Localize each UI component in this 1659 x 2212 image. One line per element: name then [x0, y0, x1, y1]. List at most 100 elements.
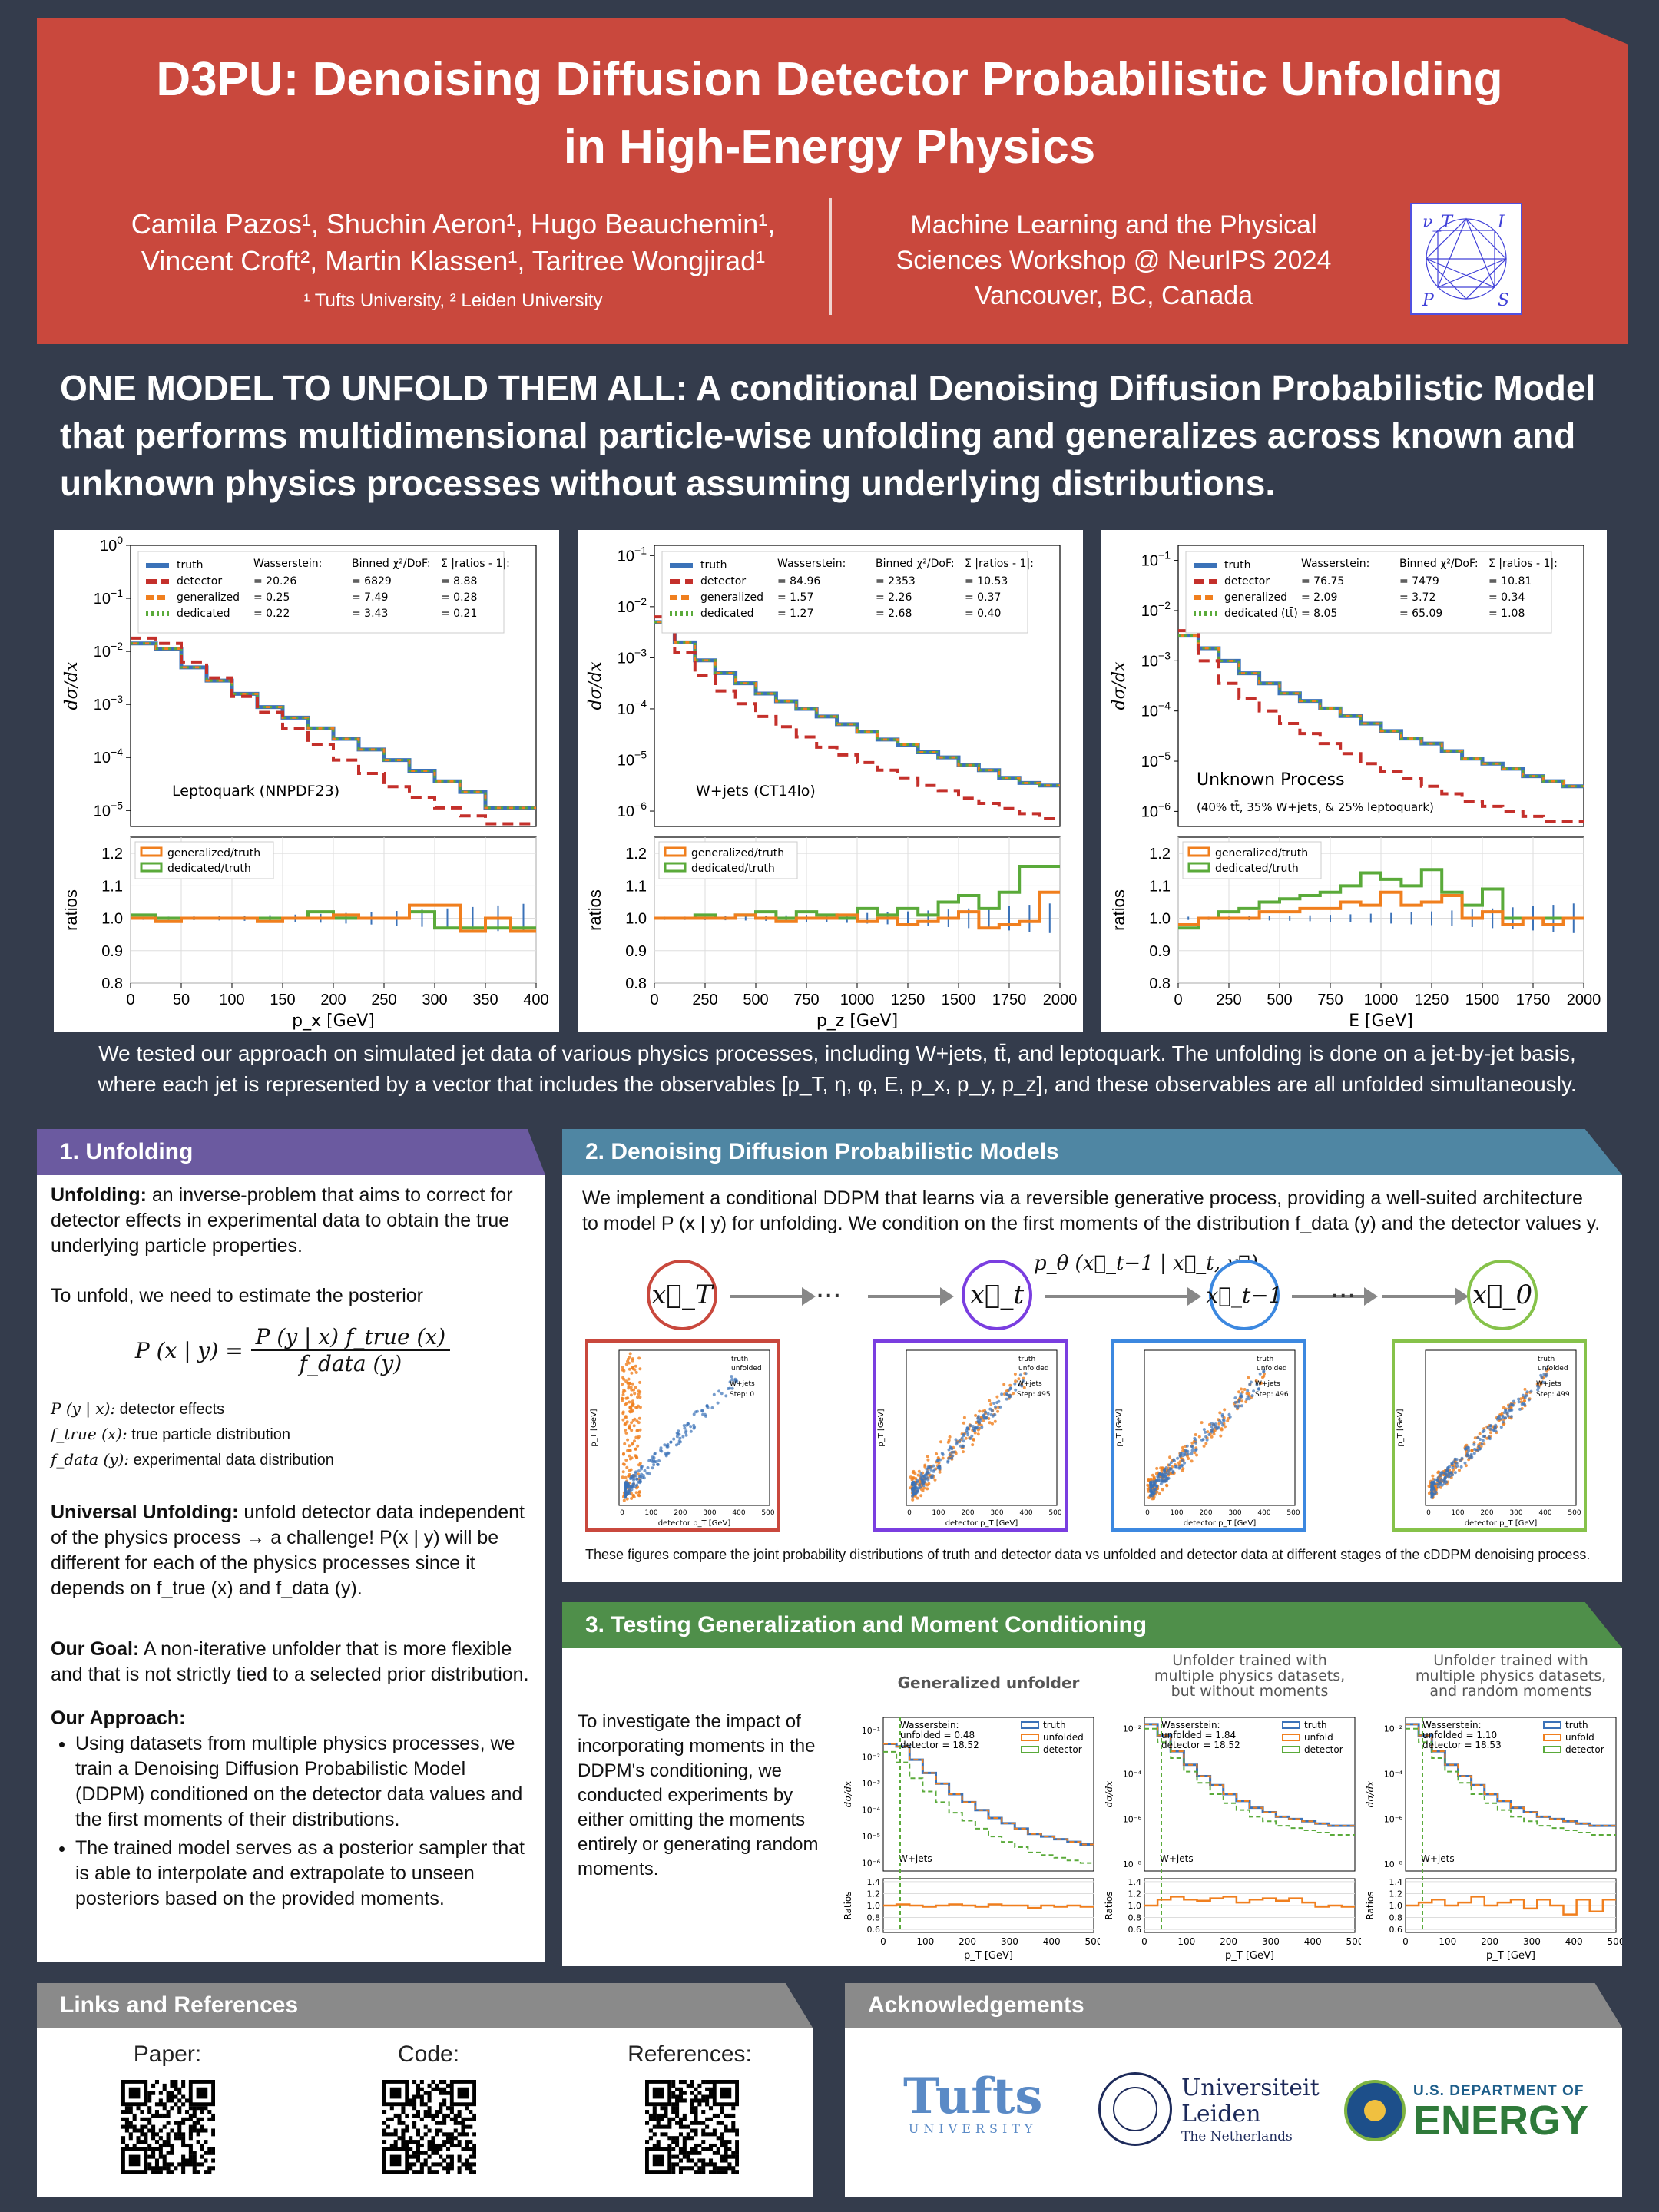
truth-point — [631, 1474, 635, 1478]
ratio-y-tick-label: 1.1 — [625, 878, 647, 895]
ddpm-figure-caption: These figures compare the joint probabil… — [585, 1547, 1591, 1562]
unfolded-point — [1219, 1434, 1223, 1438]
y-tick-label: 10−5 — [94, 799, 123, 820]
truth-point — [692, 1412, 696, 1416]
legend-label: truth — [1043, 1720, 1066, 1730]
truth-point — [1451, 1465, 1455, 1469]
unfolded-point — [1240, 1390, 1244, 1394]
caption-line-2: where each jet is represented by a vecto… — [98, 1072, 1577, 1096]
legend-label: unfolded — [1043, 1732, 1084, 1743]
truth-point — [1167, 1463, 1171, 1467]
truth-point — [1542, 1373, 1546, 1376]
logo-letter: P — [1422, 291, 1435, 310]
truth-point — [1164, 1471, 1167, 1475]
process-label: W+jets — [1160, 1853, 1194, 1864]
scatter-x-tick: 400 — [1538, 1509, 1551, 1517]
y-axis-label: dσ/dx — [1104, 1781, 1114, 1808]
paper-qr-code[interactable] — [121, 2080, 215, 2174]
chain-arrow — [1292, 1287, 1378, 1306]
truth-point — [984, 1416, 988, 1420]
generalized-histogram — [1178, 634, 1584, 788]
scatter-step: Step: 495 — [1017, 1391, 1051, 1399]
truth-point — [1233, 1396, 1237, 1400]
paper-label: Paper: — [133, 2041, 202, 2067]
venue-line-2: Sciences Workshop @ NeurIPS 2024 — [896, 246, 1332, 275]
unfolded-point — [635, 1419, 639, 1423]
our-goal: Our Goal: A non-iterative unfolder that … — [51, 1638, 529, 1685]
unfolded-point — [631, 1382, 634, 1386]
sec1-title: 1. Unfolding — [60, 1139, 194, 1164]
dedicated-histogram — [1178, 634, 1584, 788]
truth-point — [927, 1465, 931, 1469]
subplot-title: multiple physics datasets, — [1154, 1667, 1345, 1684]
y-axis-label: dσ/dx — [843, 1781, 853, 1808]
affiliations: ¹ Tufts University, ² Leiden University — [303, 290, 603, 311]
truth-point — [1191, 1445, 1195, 1449]
truth-point — [1156, 1475, 1160, 1479]
truth-point — [704, 1414, 707, 1418]
x-tick-label: 0 — [1141, 1936, 1147, 1947]
truth-point — [1155, 1484, 1159, 1488]
y-tick-label: 10⁻⁶ — [862, 1859, 881, 1869]
legend-ratio-sum: = 0.40 — [965, 608, 1001, 620]
code-qr-code[interactable] — [382, 2080, 476, 2174]
list-item: Using datasets from multiple physics pro… — [75, 1731, 535, 1833]
truth-point — [728, 1380, 732, 1384]
unfolded-point — [627, 1474, 631, 1478]
legend-label: detector — [177, 575, 222, 588]
truth-point — [1498, 1417, 1502, 1421]
detector-histogram — [883, 1750, 1094, 1864]
y-tick-label: 10−3 — [94, 693, 123, 714]
y-tick-label: 10⁻² — [1123, 1724, 1141, 1734]
ratio-y-tick-label: 1.2 — [625, 846, 647, 863]
scatter-legend-unfolded: unfolded — [1018, 1365, 1049, 1373]
truth-point — [730, 1375, 733, 1379]
unfolded-point — [919, 1494, 923, 1498]
legend-header: Binned χ²/DoF: — [352, 558, 431, 570]
truth-point — [663, 1443, 667, 1447]
unfolded-point — [1224, 1425, 1227, 1429]
ack-title: Acknowledgements — [868, 1992, 1084, 2018]
x-tick-label: 500 — [1085, 1936, 1100, 1947]
truth-point — [1020, 1384, 1024, 1388]
truth-point — [1504, 1416, 1507, 1420]
truth-point — [998, 1405, 1002, 1409]
legend-swatch — [1021, 1721, 1039, 1729]
truth-point — [1469, 1454, 1473, 1458]
x-tick-label: 1500 — [942, 992, 976, 1008]
dedicated-ratio — [1178, 868, 1584, 930]
truth-point — [1477, 1445, 1481, 1449]
process-label: W+jets — [899, 1853, 932, 1864]
venue-line-3: Vancouver, BC, Canada — [974, 281, 1253, 310]
truth-point — [678, 1436, 682, 1440]
tagline: ONE MODEL TO UNFOLD THEM ALL: A conditio… — [60, 368, 1596, 503]
y-tick-label: 10−6 — [618, 800, 647, 820]
eq-lhs: P (x | y) = — [134, 1337, 243, 1363]
truth-point — [1181, 1454, 1185, 1458]
process-label: Leptoquark (NNPDF23) — [172, 783, 339, 800]
unfolded-point — [634, 1386, 637, 1389]
ratio-y-tick-label: 0.6 — [1389, 1925, 1403, 1935]
x-tick-label: 1750 — [992, 992, 1027, 1008]
truth-point — [642, 1476, 646, 1480]
unfolded-point — [633, 1368, 637, 1372]
truth-point — [675, 1431, 679, 1435]
ratio-axis-label: ratios — [61, 889, 81, 931]
truth-point — [1245, 1397, 1249, 1401]
truth-point — [931, 1474, 935, 1478]
scatter-x-tick: 200 — [674, 1509, 687, 1517]
references-qr-code[interactable] — [645, 2080, 739, 2174]
unfolded-point — [627, 1377, 631, 1381]
unfolded-point — [909, 1475, 912, 1479]
truth-point — [640, 1467, 644, 1471]
y-tick-label: 10⁻¹ — [862, 1726, 880, 1736]
unfolded-point — [630, 1429, 634, 1432]
ratio-legend-swatch — [140, 862, 163, 873]
truth-point — [1472, 1452, 1476, 1455]
ratio-y-tick-label: 1.0 — [625, 911, 647, 928]
caption-line-1: We tested our approach on simulated jet … — [98, 1041, 1576, 1065]
legend-wasserstein: = 8.05 — [1301, 608, 1337, 620]
truth-point — [682, 1424, 686, 1427]
y-axis-label: dσ/dx — [1110, 661, 1129, 710]
